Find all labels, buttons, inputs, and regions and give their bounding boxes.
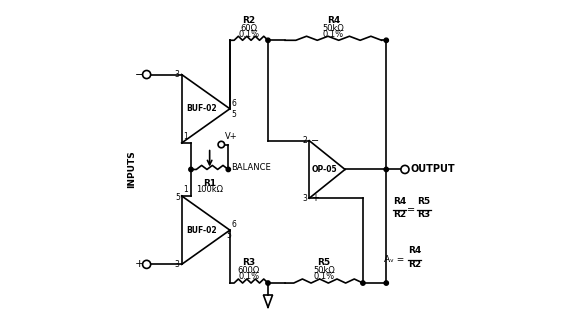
Text: +: + <box>135 259 144 269</box>
Circle shape <box>143 70 151 78</box>
Text: 0.1%: 0.1% <box>314 273 334 281</box>
Text: R1: R1 <box>203 179 216 188</box>
Circle shape <box>266 38 270 42</box>
Text: R3: R3 <box>243 258 255 268</box>
Text: −: − <box>311 136 319 146</box>
Text: R4: R4 <box>393 197 406 206</box>
Text: 1: 1 <box>183 185 188 194</box>
Text: R5: R5 <box>318 258 331 268</box>
Circle shape <box>189 167 193 172</box>
Text: 0.1%: 0.1% <box>239 30 259 39</box>
Text: R2: R2 <box>393 210 406 219</box>
Text: 6: 6 <box>231 220 236 229</box>
Circle shape <box>401 165 409 174</box>
Text: R5: R5 <box>417 197 430 206</box>
Circle shape <box>384 281 389 285</box>
Text: 0.1%: 0.1% <box>239 273 259 281</box>
Text: 3: 3 <box>175 260 180 269</box>
Text: INPUTS: INPUTS <box>127 151 136 188</box>
Circle shape <box>218 141 224 148</box>
Circle shape <box>266 281 270 285</box>
Text: R2: R2 <box>408 260 421 268</box>
Text: +: + <box>311 193 319 203</box>
Text: =: = <box>407 205 416 215</box>
Text: R4: R4 <box>408 246 421 256</box>
Text: 5: 5 <box>231 110 236 119</box>
Text: 100kΩ: 100kΩ <box>196 185 223 194</box>
Circle shape <box>384 38 389 42</box>
Text: 3: 3 <box>175 70 180 79</box>
Text: 1: 1 <box>183 133 188 141</box>
Text: OUTPUT: OUTPUT <box>411 165 455 175</box>
Text: BUF-02: BUF-02 <box>186 226 217 235</box>
Text: 50kΩ: 50kΩ <box>323 24 344 33</box>
Text: 5: 5 <box>175 193 180 202</box>
Text: BUF-02: BUF-02 <box>186 104 217 113</box>
Text: V+: V+ <box>225 132 237 141</box>
Text: R2: R2 <box>243 16 255 25</box>
Text: OP-05: OP-05 <box>311 165 337 174</box>
Circle shape <box>361 281 365 285</box>
Circle shape <box>226 167 231 172</box>
Text: 5: 5 <box>227 231 231 240</box>
Circle shape <box>384 167 389 172</box>
Text: −: − <box>135 69 144 79</box>
Text: BALANCE: BALANCE <box>231 163 271 172</box>
Text: R3: R3 <box>417 210 430 219</box>
Text: 2: 2 <box>303 136 307 145</box>
Text: 0.1%: 0.1% <box>323 30 344 39</box>
Text: 600Ω: 600Ω <box>238 266 260 275</box>
Text: 3: 3 <box>302 194 307 203</box>
Text: R4: R4 <box>327 16 340 25</box>
Text: 60Ω: 60Ω <box>240 24 257 33</box>
Text: 50kΩ: 50kΩ <box>313 266 335 275</box>
Text: 6: 6 <box>231 99 236 108</box>
Text: Aᵥ =: Aᵥ = <box>384 255 404 264</box>
Circle shape <box>143 260 151 268</box>
